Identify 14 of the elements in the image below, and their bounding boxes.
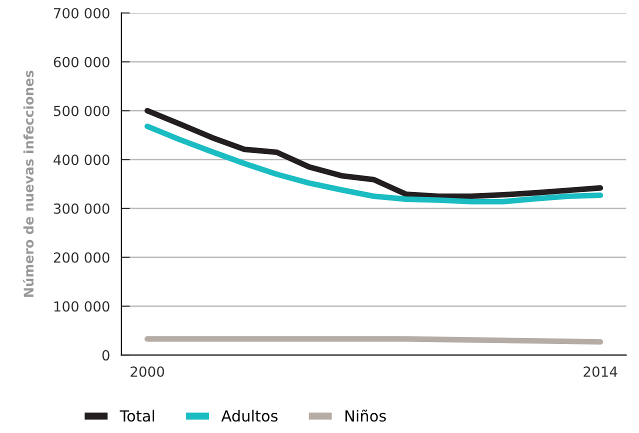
legend-label: Adultos <box>221 410 278 422</box>
x-tick-label: 2014 <box>584 366 618 377</box>
y-tick-label: 0 <box>102 350 110 361</box>
legend-label: Total <box>120 410 154 422</box>
y-tick-label: 400 000 <box>54 154 110 166</box>
y-tick-label: 600 000 <box>54 56 110 68</box>
y-axis-title: Número de nuevas infecciones <box>22 70 34 297</box>
x-tick-label: 2000 <box>130 366 164 377</box>
y-tick-label: 300 000 <box>54 203 110 214</box>
y-tick-label: 500 000 <box>54 106 110 116</box>
y-tick-label: 100 000 <box>54 301 110 312</box>
y-tick-label: 200 000 <box>54 252 110 263</box>
y-tick-label: 700 000 <box>54 8 110 18</box>
legend-label: Niños <box>345 410 386 422</box>
